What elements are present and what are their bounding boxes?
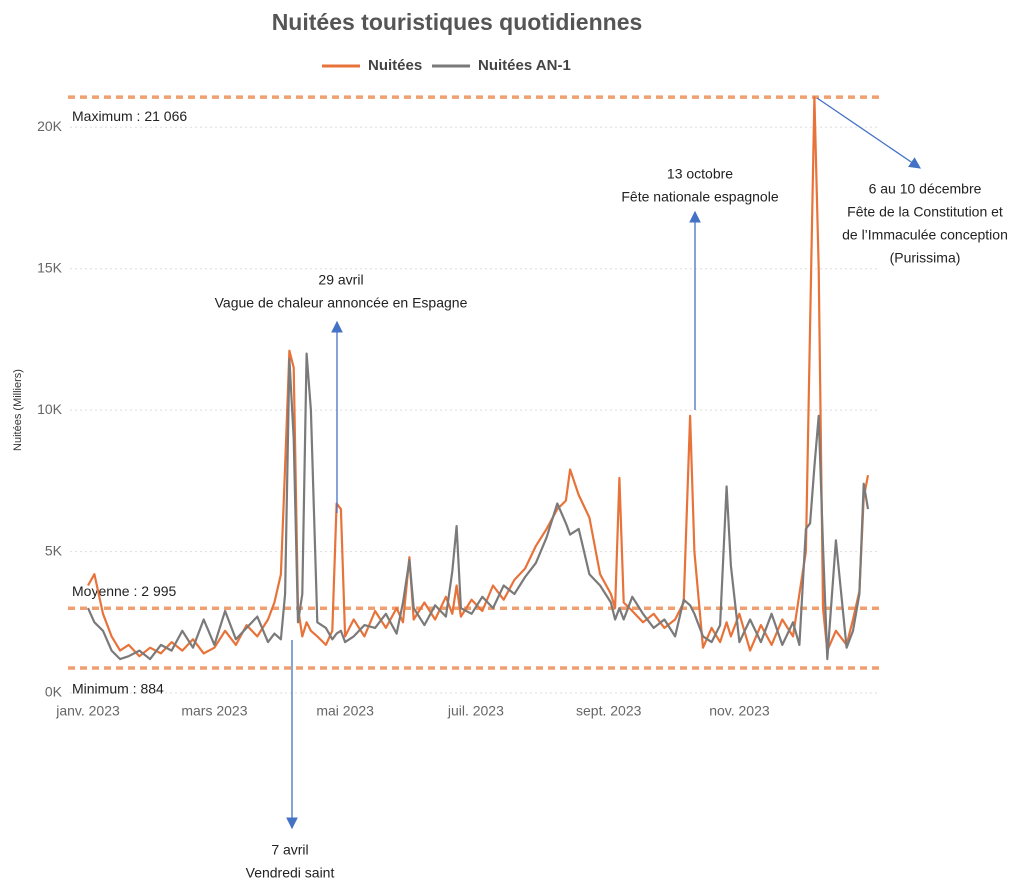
annotation-text: 6 au 10 décembre — [869, 181, 982, 197]
x-tick-label: juil. 2023 — [447, 703, 504, 719]
annotation-arrow — [816, 97, 921, 169]
legend-label: Nuitées AN-1 — [478, 57, 571, 74]
y-tick-label: 0K — [45, 684, 63, 700]
reference-label: Moyenne : 2 995 — [72, 583, 177, 599]
annotation-text: 29 avril — [318, 272, 363, 288]
y-tick-label: 5K — [45, 542, 63, 558]
x-tick-label: mai 2023 — [316, 703, 374, 719]
reference-label: Minimum : 884 — [72, 681, 164, 697]
y-tick-label: 15K — [37, 259, 63, 275]
series-line — [86, 352, 870, 661]
chart-title: Nuitées touristiques quotidiennes — [272, 9, 643, 35]
reference-label: Maximum : 21 066 — [72, 108, 187, 124]
annotation-text: Fête nationale espagnole — [621, 189, 778, 205]
annotation-text: Fête de la Constitution et — [847, 204, 1003, 220]
annotation-text: 13 octobre — [667, 166, 733, 182]
series-line — [87, 96, 870, 658]
annotation-text: Vague de chaleur annoncée en Espagne — [215, 295, 468, 311]
x-tick-label: mars 2023 — [181, 703, 247, 719]
annotation-text: de l’Immaculée conception — [842, 227, 1008, 243]
annotation-text: 7 avril — [271, 842, 308, 858]
annotation-text: (Purissima) — [890, 250, 961, 266]
annotation-text: Vendredi saint — [246, 865, 335, 880]
x-tick-label: sept. 2023 — [576, 703, 642, 719]
x-tick-label: nov. 2023 — [709, 703, 770, 719]
y-tick-label: 10K — [37, 401, 63, 417]
y-axis-label: Nuitées (Milliers) — [12, 369, 24, 451]
y-tick-label: 20K — [37, 118, 63, 134]
x-tick-label: janv. 2023 — [55, 703, 120, 719]
legend-label: Nuitées — [368, 57, 422, 74]
